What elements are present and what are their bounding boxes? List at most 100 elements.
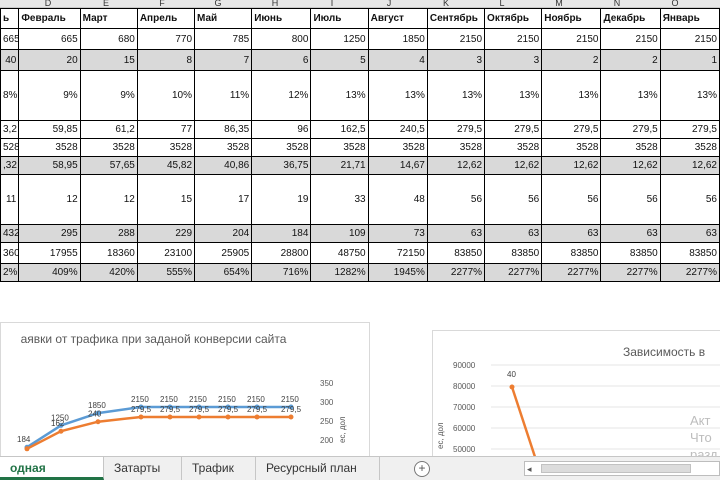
column-letter[interactable]: N bbox=[613, 0, 621, 8]
table-cell[interactable]: 48750 bbox=[310, 242, 369, 264]
tab-costs[interactable]: Затарты bbox=[104, 457, 182, 480]
table-cell[interactable]: 288 bbox=[79, 224, 138, 243]
table-cell[interactable]: 2% bbox=[0, 263, 20, 282]
table-cell[interactable]: 2 bbox=[541, 49, 602, 71]
table-cell[interactable]: 11% bbox=[194, 70, 253, 121]
table-cell[interactable]: 6 bbox=[251, 49, 312, 71]
column-letter[interactable]: I bbox=[330, 0, 334, 8]
table-cell[interactable]: 2277% bbox=[600, 263, 661, 282]
table-cell[interactable]: 3528 bbox=[659, 138, 720, 157]
table-cell[interactable]: 12 bbox=[79, 174, 138, 225]
table-cell[interactable]: 2277% bbox=[659, 263, 720, 282]
table-cell[interactable]: 59,85 bbox=[18, 120, 81, 139]
table-cell[interactable]: 3528 bbox=[18, 138, 81, 157]
table-cell[interactable]: 83850 bbox=[426, 242, 486, 264]
table-cell[interactable]: 420% bbox=[79, 263, 138, 282]
table-cell[interactable]: 1250 bbox=[310, 28, 369, 50]
table-cell[interactable]: 8% bbox=[0, 70, 20, 121]
table-cell[interactable]: 56 bbox=[541, 174, 602, 225]
table-cell[interactable]: 1945% bbox=[367, 263, 428, 282]
table-cell[interactable]: 12,62 bbox=[541, 156, 602, 175]
table-cell[interactable]: 63 bbox=[426, 224, 486, 243]
table-cell[interactable]: 20 bbox=[18, 49, 81, 71]
table-cell[interactable]: 3528 bbox=[194, 138, 253, 157]
table-cell[interactable]: 279,5 bbox=[659, 120, 720, 139]
table-cell[interactable]: 56 bbox=[600, 174, 661, 225]
table-cell[interactable]: 40,86 bbox=[194, 156, 253, 175]
table-cell[interactable]: 40 bbox=[0, 49, 20, 71]
table-cell[interactable]: 15 bbox=[79, 49, 138, 71]
table-cell[interactable]: 1850 bbox=[367, 28, 428, 50]
table-cell[interactable]: 12 bbox=[18, 174, 81, 225]
table-cell[interactable]: 3528 bbox=[484, 138, 543, 157]
table-cell[interactable]: 63 bbox=[541, 224, 602, 243]
table-cell[interactable]: 409% bbox=[18, 263, 81, 282]
table-cell[interactable]: 73 bbox=[367, 224, 428, 243]
tab-summary-table[interactable]: одная таблица bbox=[0, 457, 104, 480]
column-letter[interactable]: L bbox=[499, 0, 505, 8]
table-cell[interactable]: 19 bbox=[251, 174, 312, 225]
tab-traffic[interactable]: Трафик bbox=[182, 457, 256, 480]
table-cell[interactable]: 9% bbox=[79, 70, 138, 121]
table-cell[interactable]: 295 bbox=[18, 224, 81, 243]
table-cell[interactable]: 56 bbox=[484, 174, 543, 225]
table-cell[interactable]: 3528 bbox=[79, 138, 138, 157]
table-cell[interactable]: 2150 bbox=[426, 28, 486, 50]
table-cell[interactable]: 1 bbox=[659, 49, 720, 71]
column-letter[interactable]: J bbox=[386, 0, 392, 8]
column-letter[interactable]: D bbox=[44, 0, 52, 8]
table-cell[interactable]: 36,75 bbox=[251, 156, 312, 175]
table-cell[interactable]: 8 bbox=[136, 49, 196, 71]
table-cell[interactable]: 162,5 bbox=[310, 120, 369, 139]
table-cell[interactable]: 63 bbox=[600, 224, 661, 243]
table-cell[interactable]: 96 bbox=[251, 120, 312, 139]
column-header-cell[interactable]: Октябрь bbox=[484, 8, 543, 29]
table-cell[interactable]: 785 bbox=[194, 28, 253, 50]
column-letter[interactable]: K bbox=[442, 0, 449, 8]
column-header-cell[interactable]: Декабрь bbox=[600, 8, 661, 29]
table-cell[interactable]: 83850 bbox=[484, 242, 543, 264]
column-header-cell[interactable]: Июль bbox=[310, 8, 369, 29]
table-cell[interactable]: 3 bbox=[426, 49, 486, 71]
table-cell[interactable]: 12,62 bbox=[659, 156, 720, 175]
table-cell[interactable]: 2150 bbox=[600, 28, 661, 50]
table-cell[interactable]: 3528 bbox=[541, 138, 602, 157]
table-cell[interactable]: 14,67 bbox=[367, 156, 428, 175]
table-cell[interactable]: 3528 bbox=[136, 138, 196, 157]
table-cell[interactable]: 800 bbox=[251, 28, 312, 50]
scroll-thumb[interactable] bbox=[541, 464, 691, 473]
table-cell[interactable]: 58,95 bbox=[18, 156, 81, 175]
table-cell[interactable]: 3528 bbox=[600, 138, 661, 157]
column-letter[interactable]: H bbox=[271, 0, 279, 8]
table-cell[interactable]: 13% bbox=[367, 70, 428, 121]
table-cell[interactable]: 204 bbox=[194, 224, 253, 243]
table-cell[interactable]: 770 bbox=[136, 28, 196, 50]
table-cell[interactable]: 279,5 bbox=[426, 120, 486, 139]
dependency-chart[interactable]: Зависимость в 90000 80000 70000 60000 50000 е… bbox=[432, 330, 720, 462]
table-cell[interactable]: 56 bbox=[426, 174, 486, 225]
table-cell[interactable]: 21,71 bbox=[310, 156, 369, 175]
table-cell[interactable]: 7 bbox=[194, 49, 253, 71]
table-cell[interactable]: 12,62 bbox=[600, 156, 661, 175]
table-cell[interactable]: 240,5 bbox=[367, 120, 428, 139]
table-cell[interactable]: 33 bbox=[310, 174, 369, 225]
table-cell[interactable]: 13% bbox=[310, 70, 369, 121]
table-cell[interactable]: 184 bbox=[251, 224, 312, 243]
table-cell[interactable]: 360 bbox=[0, 242, 20, 264]
table-cell[interactable]: 528 bbox=[0, 138, 20, 157]
table-cell[interactable]: 18360 bbox=[79, 242, 138, 264]
scroll-left-icon[interactable]: ◂ bbox=[527, 464, 532, 474]
table-cell[interactable]: 17 bbox=[194, 174, 253, 225]
table-cell[interactable]: 12,62 bbox=[484, 156, 543, 175]
table-cell[interactable]: 555% bbox=[136, 263, 196, 282]
column-header-cell[interactable]: Май bbox=[194, 8, 253, 29]
table-cell[interactable]: 3528 bbox=[426, 138, 486, 157]
table-cell[interactable]: 13% bbox=[600, 70, 661, 121]
table-cell[interactable]: 665 bbox=[18, 28, 81, 50]
column-header-cell[interactable]: Июнь bbox=[251, 8, 312, 29]
horizontal-scrollbar[interactable]: ◂ bbox=[524, 461, 720, 476]
table-cell[interactable]: 10% bbox=[136, 70, 196, 121]
table-cell[interactable]: 279,5 bbox=[484, 120, 543, 139]
table-cell[interactable]: 2277% bbox=[541, 263, 602, 282]
table-cell[interactable]: 3528 bbox=[310, 138, 369, 157]
